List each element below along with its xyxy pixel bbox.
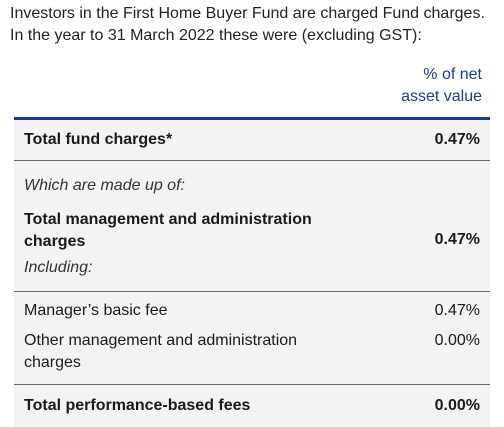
fund-charges-table: Total fund charges* 0.47% Which are made… (14, 117, 490, 427)
other-management-value: 0.00% (434, 332, 480, 349)
intro-paragraph: Investors in the First Home Buyer Fund a… (10, 5, 485, 44)
total-performance-value: 0.00% (434, 397, 480, 414)
managers-basic-fee-label: Manager’s basic fee (24, 302, 168, 319)
managers-basic-fee-value: 0.47% (434, 302, 480, 319)
including-label: Including: (24, 259, 93, 276)
row-total-fund-charges: Total fund charges* 0.47% (14, 120, 490, 160)
total-performance-label: Total performance-based fees (24, 397, 251, 414)
row-total-performance: Total performance-based fees 0.00% (14, 385, 490, 427)
row-divider (14, 291, 490, 292)
row-divider (14, 160, 490, 161)
row-divider (14, 384, 490, 385)
made-up-of-label: Which are made up of: (24, 177, 185, 194)
total-management-value: 0.47% (434, 231, 480, 248)
total-fund-charges-value: 0.47% (434, 131, 480, 148)
row-including: Including: (14, 253, 490, 291)
total-fund-charges-label: Total fund charges* (24, 131, 173, 148)
total-management-label: Total management and administration char… (24, 211, 312, 250)
other-management-label: Other management and administration char… (24, 332, 298, 371)
table-top-rule (14, 117, 490, 120)
row-other-management: Other management and administration char… (14, 322, 490, 384)
column-header-line2: asset value (401, 88, 482, 105)
row-managers-basic-fee: Manager’s basic fee 0.47% (14, 292, 490, 322)
column-header-line1: % of net (423, 66, 482, 83)
row-made-up-of: Which are made up of: (14, 161, 490, 197)
column-header: % of net asset value (401, 64, 482, 108)
row-total-management: Total management and administration char… (14, 197, 490, 253)
